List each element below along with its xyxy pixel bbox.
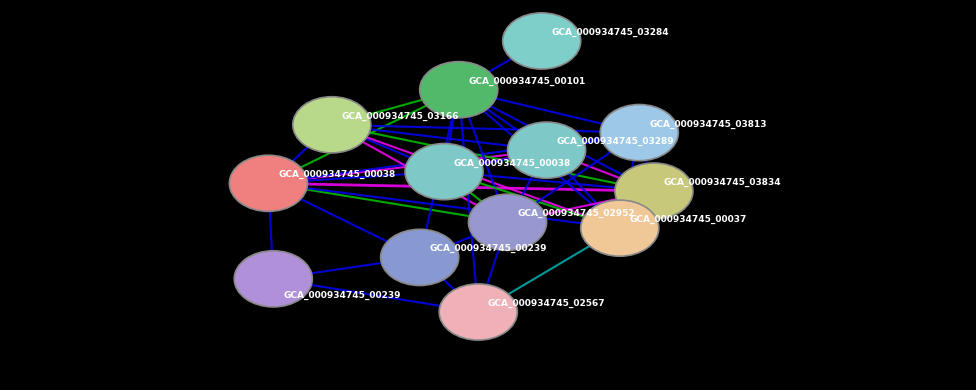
Ellipse shape <box>229 155 307 211</box>
Ellipse shape <box>468 194 547 250</box>
Text: GCA_000934745_00038: GCA_000934745_00038 <box>278 170 395 179</box>
Ellipse shape <box>293 97 371 153</box>
Ellipse shape <box>581 200 659 256</box>
Ellipse shape <box>420 62 498 118</box>
Text: GCA_000934745_03834: GCA_000934745_03834 <box>664 178 782 187</box>
Text: GCA_000934745_00239: GCA_000934745_00239 <box>283 291 400 300</box>
Ellipse shape <box>600 105 678 161</box>
Text: GCA_000934745_02567: GCA_000934745_02567 <box>488 299 606 308</box>
Text: GCA_000934745_03813: GCA_000934745_03813 <box>649 120 766 129</box>
Ellipse shape <box>439 284 517 340</box>
Text: GCA_000934745_03166: GCA_000934745_03166 <box>342 112 459 121</box>
Text: GCA_000934745_00037: GCA_000934745_00037 <box>630 215 747 224</box>
Text: GCA_000934745_00239: GCA_000934745_00239 <box>429 245 547 254</box>
Ellipse shape <box>405 144 483 200</box>
Ellipse shape <box>503 13 581 69</box>
Ellipse shape <box>615 163 693 219</box>
Text: GCA_000934745_02952: GCA_000934745_02952 <box>517 209 635 218</box>
Ellipse shape <box>381 229 459 285</box>
Text: GCA_000934745_03289: GCA_000934745_03289 <box>556 137 674 146</box>
Ellipse shape <box>508 122 586 178</box>
Text: GCA_000934745_00101: GCA_000934745_00101 <box>468 77 586 86</box>
Text: GCA_000934745_03284: GCA_000934745_03284 <box>551 28 670 37</box>
Text: GCA_000934745_00038: GCA_000934745_00038 <box>454 159 571 168</box>
Ellipse shape <box>234 251 312 307</box>
